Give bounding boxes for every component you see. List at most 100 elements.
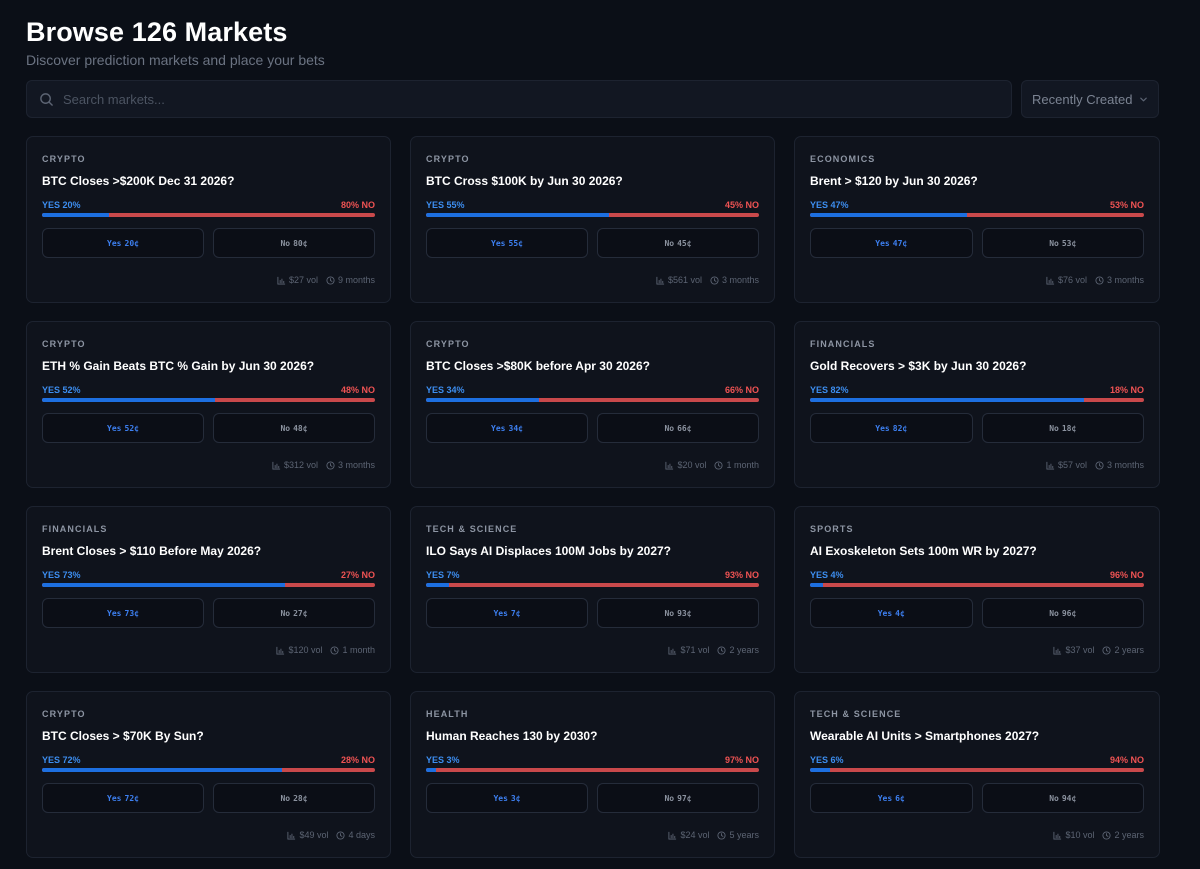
market-category: CRYPTO xyxy=(426,154,470,164)
duration-info: 3 months xyxy=(1095,460,1144,470)
duration-text: 1 month xyxy=(342,645,375,655)
volume-text: $27 vol xyxy=(288,275,318,285)
buy-no-label: No xyxy=(1049,423,1059,433)
buy-yes-label: Yes xyxy=(493,793,508,803)
clock-icon xyxy=(330,645,340,655)
buy-yes-button[interactable]: Yes 3¢ xyxy=(426,783,588,813)
market-question[interactable]: ILO Says AI Displaces 100M Jobs by 2027? xyxy=(426,544,672,558)
search-icon xyxy=(40,92,53,106)
buy-no-button[interactable]: No 66¢ xyxy=(597,413,759,443)
no-percent: 53% NO xyxy=(1109,200,1144,210)
buy-no-button[interactable]: No 48¢ xyxy=(213,413,375,443)
volume-text: $37 vol xyxy=(1065,645,1095,655)
market-card[interactable]: CRYPTO ETH % Gain Beats BTC % Gain by Ju… xyxy=(26,321,391,488)
odds-labels: YES 55% 45% NO xyxy=(426,200,759,210)
market-card[interactable]: ECONOMICS Brent > $120 by Jun 30 2026? Y… xyxy=(794,136,1160,303)
market-question[interactable]: Brent > $120 by Jun 30 2026? xyxy=(810,174,978,188)
buy-yes-button[interactable]: Yes 47¢ xyxy=(810,228,973,258)
market-card[interactable]: TECH & SCIENCE ILO Says AI Displaces 100… xyxy=(410,506,775,673)
buy-yes-button[interactable]: Yes 52¢ xyxy=(42,413,204,443)
market-question[interactable]: Brent Closes > $110 Before May 2026? xyxy=(42,544,262,558)
odds-labels: YES 7% 93% NO xyxy=(426,570,759,580)
market-category: TECH & SCIENCE xyxy=(810,709,902,719)
buy-yes-button[interactable]: Yes 6¢ xyxy=(810,783,973,813)
buy-yes-button[interactable]: Yes 55¢ xyxy=(426,228,588,258)
buy-yes-button[interactable]: Yes 34¢ xyxy=(426,413,588,443)
buy-yes-button[interactable]: Yes 4¢ xyxy=(810,598,973,628)
buy-yes-price: 55¢ xyxy=(508,238,523,248)
market-category: HEALTH xyxy=(426,709,469,719)
buy-no-button[interactable]: No 97¢ xyxy=(597,783,759,813)
page-header: Browse 126 Markets Discover prediction m… xyxy=(26,0,1159,80)
market-question[interactable]: BTC Closes > $70K By Sun? xyxy=(42,729,204,743)
volume-info: $27 vol xyxy=(277,275,318,285)
duration-text: 2 years xyxy=(1114,830,1144,840)
search-box[interactable] xyxy=(26,80,1012,118)
volume-text: $57 vol xyxy=(1057,460,1087,470)
buy-no-button[interactable]: No 28¢ xyxy=(213,783,375,813)
buy-yes-label: Yes xyxy=(877,793,893,803)
volume-text: $20 vol xyxy=(677,460,707,470)
market-meta: $57 vol 3 months xyxy=(1046,460,1144,470)
odds-bar xyxy=(426,398,759,402)
buy-yes-label: Yes xyxy=(107,238,122,248)
bar-chart-icon xyxy=(1053,646,1062,655)
market-question[interactable]: BTC Cross $100K by Jun 30 2026? xyxy=(426,174,623,188)
buy-yes-button[interactable]: Yes 82¢ xyxy=(810,413,973,443)
buy-no-button[interactable]: No 27¢ xyxy=(213,598,375,628)
market-meta: $120 vol 1 month xyxy=(276,645,375,655)
buy-yes-button[interactable]: Yes 73¢ xyxy=(42,598,204,628)
volume-info: $10 vol xyxy=(1053,830,1094,840)
market-question[interactable]: BTC Closes >$200K Dec 31 2026? xyxy=(42,174,235,188)
buy-no-button[interactable]: No 53¢ xyxy=(981,228,1144,258)
bet-buttons: Yes 82¢ No 18¢ xyxy=(810,413,1144,443)
no-percent: 93% NO xyxy=(724,570,759,580)
bar-chart-icon xyxy=(1053,831,1062,840)
market-card[interactable]: FINANCIALS Brent Closes > $110 Before Ma… xyxy=(26,506,391,673)
buy-no-button[interactable]: No 94¢ xyxy=(981,783,1144,813)
market-card[interactable]: FINANCIALS Gold Recovers > $3K by Jun 30… xyxy=(794,321,1160,488)
odds-bar-yes-fill xyxy=(426,583,450,587)
market-card[interactable]: CRYPTO BTC Closes >$200K Dec 31 2026? YE… xyxy=(26,136,391,303)
page-subtitle: Discover prediction markets and place yo… xyxy=(26,52,325,68)
buy-yes-button[interactable]: Yes 20¢ xyxy=(42,228,204,258)
buy-no-button[interactable]: No 45¢ xyxy=(597,228,759,258)
market-card[interactable]: SPORTS AI Exoskeleton Sets 100m WR by 20… xyxy=(794,506,1160,673)
no-percent: 18% NO xyxy=(1109,385,1144,395)
sort-select[interactable]: Recently Created xyxy=(1021,80,1159,118)
market-question[interactable]: ETH % Gain Beats BTC % Gain by Jun 30 20… xyxy=(42,359,315,373)
market-question[interactable]: BTC Closes >$80K before Apr 30 2026? xyxy=(426,359,650,373)
bar-chart-icon xyxy=(665,461,674,470)
volume-info: $24 vol xyxy=(668,830,709,840)
market-question[interactable]: Gold Recovers > $3K by Jun 30 2026? xyxy=(810,359,1027,373)
clock-icon xyxy=(1102,830,1112,840)
search-input[interactable] xyxy=(63,91,999,107)
market-card[interactable]: TECH & SCIENCE Wearable AI Units > Smart… xyxy=(794,691,1160,858)
clock-icon xyxy=(717,830,727,840)
buy-yes-label: Yes xyxy=(877,608,893,618)
odds-bar xyxy=(810,768,1144,772)
odds-bar-yes-fill xyxy=(810,768,831,772)
buy-no-label: No xyxy=(280,238,291,248)
market-question[interactable]: Wearable AI Units > Smartphones 2027? xyxy=(810,729,1040,743)
buy-no-button[interactable]: No 18¢ xyxy=(981,413,1144,443)
buy-no-button[interactable]: No 96¢ xyxy=(981,598,1144,628)
market-card[interactable]: HEALTH Human Reaches 130 by 2030? YES 3%… xyxy=(410,691,775,858)
duration-info: 4 days xyxy=(336,830,375,840)
bet-buttons: Yes 52¢ No 48¢ xyxy=(42,413,375,443)
buy-no-button[interactable]: No 93¢ xyxy=(597,598,759,628)
yes-percent: YES 72% xyxy=(42,755,81,765)
buy-yes-button[interactable]: Yes 7¢ xyxy=(426,598,588,628)
buy-yes-button[interactable]: Yes 72¢ xyxy=(42,783,204,813)
market-card[interactable]: CRYPTO BTC Closes > $70K By Sun? YES 72%… xyxy=(26,691,391,858)
volume-info: $71 vol xyxy=(668,645,709,655)
odds-bar-yes-fill xyxy=(42,768,282,772)
duration-text: 3 months xyxy=(1106,275,1144,285)
duration-text: 3 months xyxy=(1106,460,1144,470)
buy-no-button[interactable]: No 80¢ xyxy=(213,228,375,258)
no-percent: 28% NO xyxy=(340,755,375,765)
market-card[interactable]: CRYPTO BTC Cross $100K by Jun 30 2026? Y… xyxy=(410,136,775,303)
market-card[interactable]: CRYPTO BTC Closes >$80K before Apr 30 20… xyxy=(410,321,775,488)
market-question[interactable]: AI Exoskeleton Sets 100m WR by 2027? xyxy=(810,544,1037,558)
market-question[interactable]: Human Reaches 130 by 2030? xyxy=(426,729,598,743)
